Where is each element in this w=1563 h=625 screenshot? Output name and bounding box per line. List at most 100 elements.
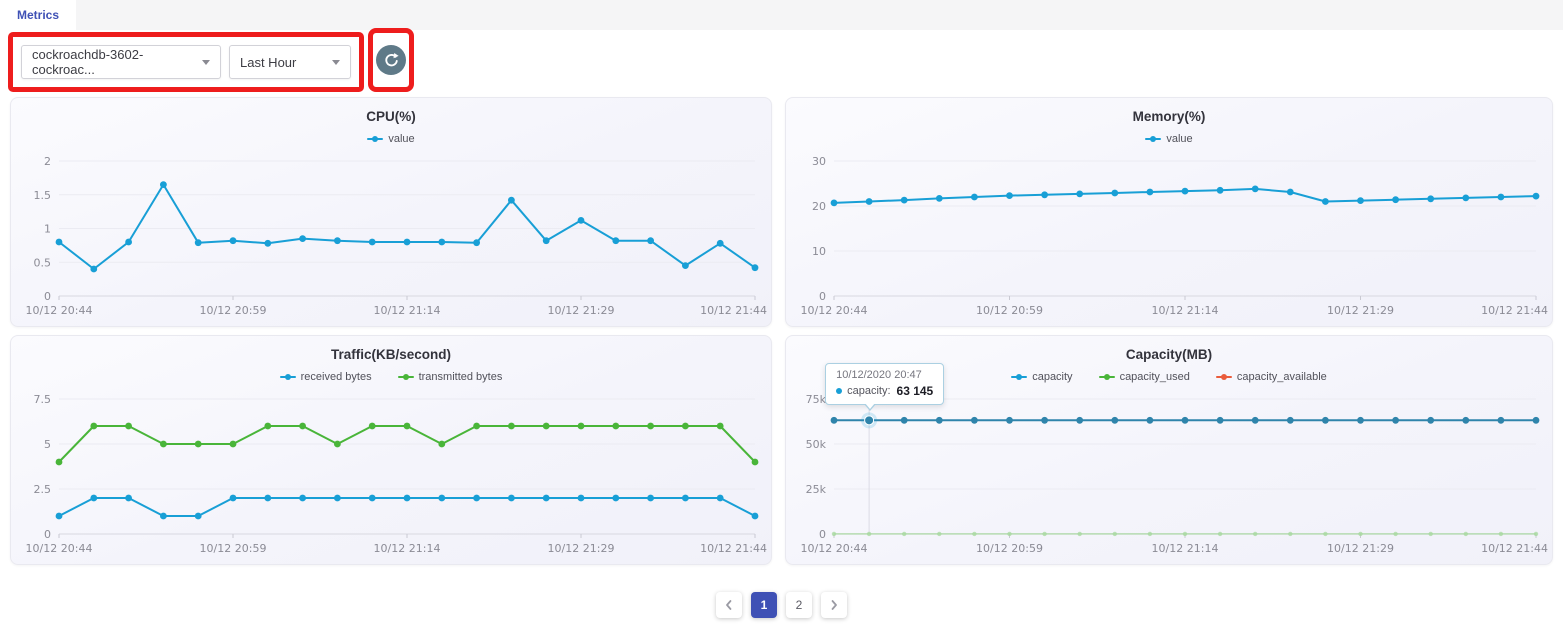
data-point	[1392, 416, 1399, 424]
chart-legend: capacity capacity_used capacity_available	[786, 367, 1552, 387]
chart-tooltip: 10/12/2020 20:47 capacity: 63 145	[825, 363, 945, 412]
chart-plot[interactable]: 0 10 20 30 10/12 20:44 10/12 20:59 10/12 21:14…	[788, 151, 1550, 322]
y-tick-label: 0	[819, 528, 826, 541]
chevron-right-icon	[829, 599, 839, 611]
legend-label: capacity_used	[1119, 371, 1190, 383]
data-point	[368, 494, 376, 502]
legend-item-value[interactable]: value	[367, 133, 415, 145]
x-tick-label: 10/12 20:44	[26, 542, 93, 555]
chart-plot[interactable]: 0 0.5 1 1.5 2 10/12 20:44 10/12 20:59 10/12 21:…	[13, 151, 769, 322]
chart-plot[interactable]: 0 2.5 5 7.5 10/12 20:44 10/12 20:59 10/12 21:1…	[13, 389, 769, 560]
chart-card-cpu: CPU(%) value 0 0.5 1 1.5 2 10/12 20:44 10/12 2…	[10, 97, 772, 327]
data-point	[1322, 416, 1329, 424]
data-point	[1286, 188, 1294, 196]
data-point	[1498, 531, 1504, 537]
data-point	[935, 416, 943, 424]
pagination-prev-button[interactable]	[716, 592, 742, 618]
chart-title: Memory(%)	[1132, 109, 1206, 124]
y-tick-label: 2	[44, 155, 51, 168]
data-point	[647, 237, 654, 245]
data-point	[1358, 531, 1363, 537]
annotation-box-selects: cockroachdb-3602-cockroac... Last Hour	[8, 32, 364, 92]
legend-label: value	[1166, 133, 1193, 145]
data-point	[751, 512, 759, 520]
data-point	[937, 531, 942, 537]
chevron-down-icon	[332, 59, 340, 65]
data-point	[229, 440, 237, 448]
y-tick-label: 1.5	[34, 189, 52, 202]
data-point	[229, 237, 237, 245]
legend-item-received-bytes[interactable]: received bytes	[279, 371, 372, 383]
data-point	[55, 512, 63, 520]
toolbar: cockroachdb-3602-cockroac... Last Hour	[0, 28, 1563, 93]
data-point	[1323, 531, 1328, 537]
legend-label: capacity_available	[1236, 371, 1327, 383]
y-tick-label: 10	[812, 245, 826, 258]
resource-dropdown[interactable]: cockroachdb-3602-cockroac...	[21, 45, 221, 79]
data-point	[902, 531, 907, 537]
data-point	[751, 458, 759, 466]
x-tick-label: 10/12 21:29	[1327, 304, 1394, 317]
x-tick-label: 10/12 21:29	[1327, 542, 1394, 555]
data-point	[971, 193, 978, 201]
data-point	[1286, 416, 1294, 424]
refresh-button[interactable]	[376, 45, 406, 75]
data-point	[647, 422, 654, 430]
data-point	[900, 416, 908, 424]
time-range-dropdown[interactable]: Last Hour	[229, 45, 351, 79]
data-point	[1288, 531, 1293, 537]
data-point	[1111, 416, 1119, 424]
data-point	[1146, 188, 1154, 196]
y-tick-label: 5	[44, 438, 51, 451]
data-point	[1532, 192, 1540, 200]
pagination-next-button[interactable]	[821, 592, 847, 618]
data-point	[1251, 185, 1259, 193]
y-tick-label: 2.5	[34, 483, 52, 496]
data-point	[508, 422, 515, 430]
data-point	[508, 196, 515, 204]
data-point	[160, 440, 167, 448]
line-series-marker-icon	[367, 135, 384, 143]
y-tick-label: 1	[44, 223, 51, 236]
data-point	[1006, 416, 1013, 424]
legend-item-capacity_available[interactable]: capacity_available	[1215, 371, 1327, 383]
legend-item-capacity[interactable]: capacity	[1011, 371, 1073, 383]
data-point	[264, 494, 272, 502]
chart-card-traffic: Traffic(KB/second) received bytes transmi…	[10, 335, 772, 565]
data-point	[1322, 198, 1329, 205]
y-tick-label: 75k	[806, 393, 827, 406]
data-point	[334, 494, 341, 502]
data-point	[1251, 416, 1259, 424]
annotation-box-refresh	[368, 28, 414, 92]
data-point	[972, 531, 977, 537]
tooltip-timestamp: 10/12/2020 20:47	[836, 369, 922, 382]
y-tick-label: 30	[812, 155, 826, 168]
data-point	[1216, 186, 1224, 194]
data-point	[299, 422, 306, 430]
data-point	[1182, 531, 1188, 537]
line-series-marker-icon	[1145, 135, 1162, 143]
series-line	[58, 183, 756, 270]
chart-legend: value	[11, 129, 771, 149]
data-point	[866, 531, 872, 537]
pagination-page-2[interactable]: 2	[786, 592, 812, 618]
data-point	[438, 238, 446, 246]
data-point	[368, 238, 376, 246]
pagination-page-1[interactable]: 1	[751, 592, 777, 618]
legend-item-transmitted-bytes[interactable]: transmitted bytes	[397, 371, 502, 383]
x-tick-label: 10/12 20:44	[801, 542, 868, 555]
y-tick-label: 20	[812, 200, 826, 213]
legend-item-capacity_used[interactable]: capacity_used	[1098, 371, 1190, 383]
tab-metrics[interactable]: Metrics	[0, 0, 77, 30]
y-tick-label: 0	[44, 528, 51, 541]
legend-item-value[interactable]: value	[1145, 133, 1193, 145]
y-tick-label: 25k	[806, 483, 827, 496]
data-point	[125, 422, 132, 430]
data-point	[577, 494, 585, 502]
chart-plot[interactable]: 0 25k 50k 75k 10/12 20:44 10/12 20:59 10/12 21…	[788, 363, 1550, 560]
data-point	[1006, 192, 1013, 199]
x-tick-label: 10/12 20:59	[200, 542, 267, 555]
data-point	[1462, 416, 1470, 424]
data-point	[682, 422, 689, 430]
data-point	[438, 494, 446, 502]
